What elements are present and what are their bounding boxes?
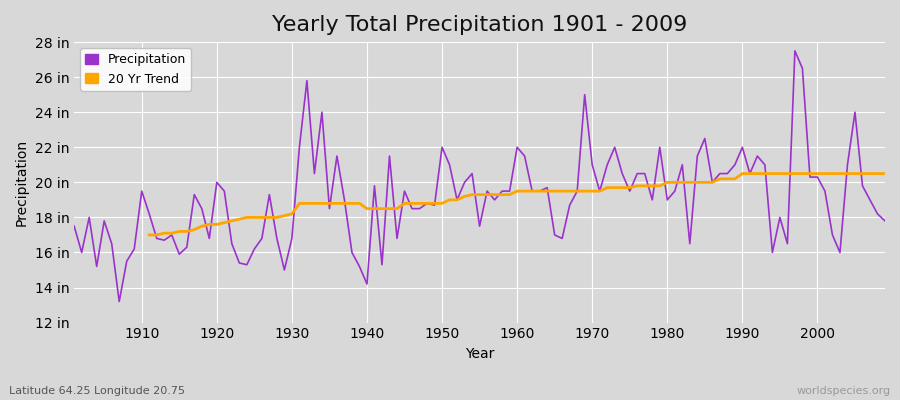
Y-axis label: Precipitation: Precipitation [15,139,29,226]
Legend: Precipitation, 20 Yr Trend: Precipitation, 20 Yr Trend [80,48,191,91]
Title: Yearly Total Precipitation 1901 - 2009: Yearly Total Precipitation 1901 - 2009 [272,15,688,35]
Text: Latitude 64.25 Longitude 20.75: Latitude 64.25 Longitude 20.75 [9,386,185,396]
Text: worldspecies.org: worldspecies.org [796,386,891,396]
X-axis label: Year: Year [465,347,494,361]
